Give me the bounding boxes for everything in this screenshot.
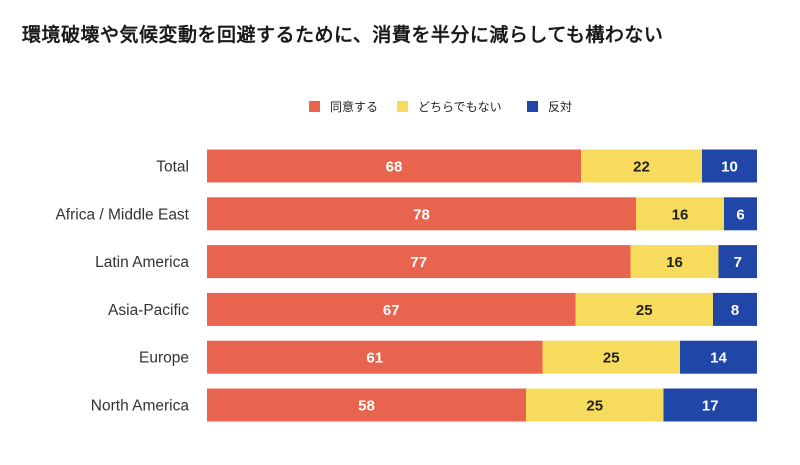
value-label-africa-middle-east-series-1: 78 [413,206,430,223]
bar-europe-series-3 [680,340,757,374]
value-label-total-series-2: 22 [633,159,650,176]
category-labels: Total Africa / Middle East Latin America As… [55,159,189,415]
bar-africa-middle-east-series-2 [636,197,724,231]
category-label-asia-pacific: Asia-Pacific [108,302,189,319]
bar-latin-america-series-2 [630,245,719,279]
legend-label-3: 反対 [548,100,572,114]
value-label-europe-series-3: 14 [710,350,727,367]
bars [207,149,757,422]
category-label-latin-america: Latin America [95,254,189,271]
bar-asia-pacific-series-2 [575,292,713,326]
bar-asia-pacific-series-1 [207,292,576,326]
bar-latin-america-series-1 [207,245,631,279]
category-label-total: Total [156,159,189,176]
bar-africa-middle-east-series-1 [207,197,636,231]
value-label-north-america-series-1: 58 [358,398,375,415]
legend-swatch-1 [309,101,320,112]
bar-north-america-series-3 [663,388,757,422]
bar-total-series-1 [207,149,581,183]
bar-north-america-series-2 [526,388,664,422]
category-label-north-america: North America [91,398,190,415]
category-label-africa-middle-east: Africa / Middle East [55,206,189,223]
bar-europe-series-2 [542,340,680,374]
bar-latin-america-series-3 [718,245,757,279]
value-label-asia-pacific-series-2: 25 [636,302,653,319]
chart-title: 環境破壊や気候変動を回避するために、消費を半分に減らしても構わない [22,24,664,46]
legend: 同意する どちらでもない 反対 [309,99,572,114]
value-label-asia-pacific-series-1: 67 [383,302,400,319]
legend-swatch-2 [397,101,408,112]
value-label-total-series-3: 10 [721,159,738,176]
value-label-europe-series-1: 61 [366,350,383,367]
bar-africa-middle-east-series-3 [724,197,757,231]
value-label-africa-middle-east-series-3: 6 [736,206,744,223]
value-label-total-series-1: 68 [386,159,403,176]
legend-label-2: どちらでもない [418,100,502,114]
value-label-latin-america-series-1: 77 [410,254,427,271]
value-label-latin-america-series-3: 7 [734,254,742,271]
bar-asia-pacific-series-3 [713,292,757,326]
legend-swatch-3 [527,101,538,112]
value-label-europe-series-2: 25 [603,350,620,367]
value-label-north-america-series-2: 25 [586,398,603,415]
bar-total-series-3 [702,149,757,183]
value-label-north-america-series-3: 17 [702,398,719,415]
value-label-africa-middle-east-series-2: 16 [672,206,689,223]
bar-europe-series-1 [207,340,543,374]
value-labels: 68 22 10 78 16 6 77 16 7 67 25 8 61 25 14 58 25 17 [358,159,745,415]
bar-north-america-series-1 [207,388,526,422]
category-label-europe: Europe [139,350,189,367]
value-label-latin-america-series-2: 16 [666,254,683,271]
legend-label-1: 同意する [330,99,378,114]
value-label-asia-pacific-series-3: 8 [731,302,739,319]
bar-total-series-2 [581,149,702,183]
